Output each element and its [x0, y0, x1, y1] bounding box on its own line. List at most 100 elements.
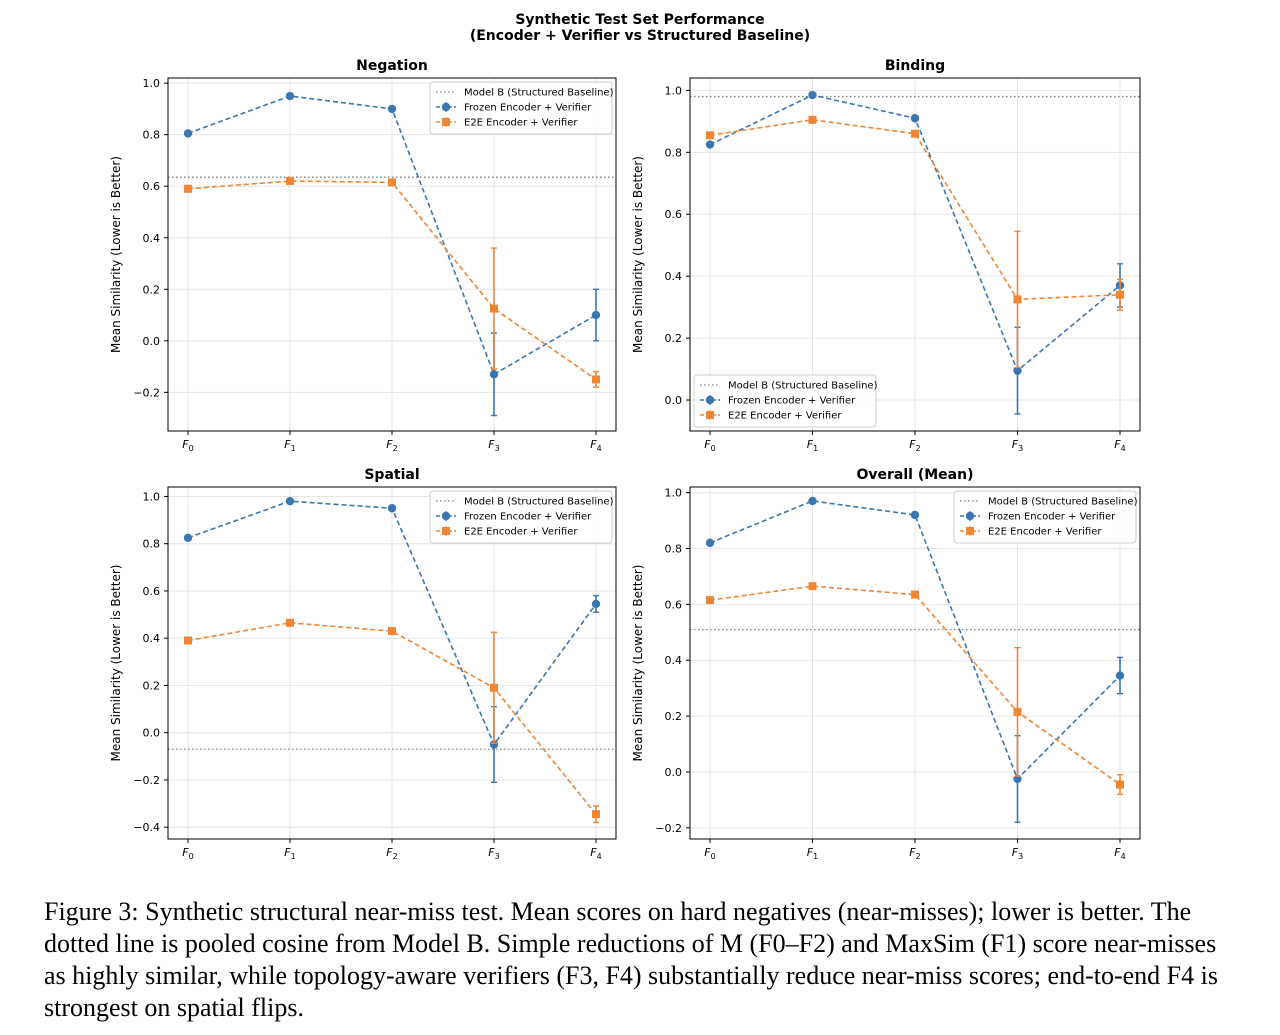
- x-tick-label: F2: [386, 846, 397, 861]
- data-point: [490, 683, 498, 692]
- y-tick-label: 0.2: [143, 283, 161, 296]
- data-point: [592, 810, 600, 819]
- data-point: [388, 178, 396, 187]
- chart-panel: −0.2 0.0 0.2 0.4 0.6 0.8 1.0 F0 F1 F2 F3 F4 Overall …: [631, 467, 1141, 861]
- x-tick-label: F2: [909, 846, 920, 861]
- y-tick-label: 0.0: [143, 335, 161, 348]
- x-tick-label: F2: [909, 438, 920, 453]
- data-point: [489, 740, 499, 749]
- data-point: [808, 115, 817, 124]
- y-tick-label: 0.4: [665, 270, 683, 283]
- legend-label: E2E Encoder + Verifier: [988, 527, 1102, 538]
- x-tick-label: F4: [590, 846, 601, 861]
- y-tick-label: 0.6: [143, 180, 161, 193]
- legend: Model B (Structured Baseline) Frozen Enco…: [953, 490, 1138, 544]
- data-point: [286, 177, 294, 186]
- y-tick-label: 0.4: [143, 632, 161, 645]
- y-tick-label: 0.6: [143, 585, 161, 598]
- legend-label: Frozen Encoder + Verifier: [728, 396, 856, 407]
- data-point: [1013, 707, 1022, 716]
- legend-label: Frozen Encoder + Verifier: [464, 103, 592, 114]
- x-tick-label: F1: [284, 438, 295, 453]
- data-point: [808, 496, 817, 506]
- y-tick-label: −0.2: [655, 822, 682, 835]
- legend-frame: [429, 81, 613, 135]
- data-point: [184, 636, 192, 645]
- chart-panel: 0.0 0.2 0.4 0.6 0.8 1.0 F0 F1 F2 F3 F4 Binding Mean …: [631, 58, 1141, 453]
- x-tick-label: F4: [1114, 438, 1125, 453]
- y-axis-label: Mean Similarity (Lower is Better): [109, 565, 123, 762]
- data-point: [910, 114, 920, 123]
- data-point: [706, 131, 714, 140]
- series-line: [709, 500, 1121, 781]
- legend-marker: [442, 118, 450, 126]
- x-tick-label: F1: [807, 438, 818, 453]
- y-axis-label: Mean Similarity (Lower is Better): [109, 156, 123, 353]
- data-point: [489, 370, 499, 379]
- figure-title-line1: Synthetic Test Set Performance: [515, 12, 765, 28]
- x-tick-label: F1: [807, 846, 818, 861]
- x-tick-label: F4: [590, 438, 601, 453]
- data-point: [1116, 780, 1124, 789]
- legend-label: Model B (Structured Baseline): [464, 88, 614, 99]
- legend-marker: [442, 527, 450, 535]
- data-point: [388, 627, 396, 636]
- data-point: [1013, 366, 1022, 375]
- data-point: [911, 129, 919, 138]
- figure-title-line2: (Encoder + Verifier vs Structured Baseli…: [469, 28, 811, 44]
- y-tick-label: 0.2: [665, 710, 683, 723]
- panel-title: Negation: [356, 58, 428, 74]
- legend-label: E2E Encoder + Verifier: [464, 527, 578, 538]
- panel-title: Overall (Mean): [857, 467, 974, 483]
- data-point: [592, 375, 600, 384]
- legend-frame: [953, 490, 1137, 544]
- legend-label: Model B (Structured Baseline): [464, 497, 614, 508]
- y-tick-label: 0.4: [143, 232, 161, 245]
- data-point: [910, 510, 920, 520]
- x-tick-label: F3: [1012, 438, 1023, 453]
- legend-label: E2E Encoder + Verifier: [728, 411, 842, 422]
- data-point: [387, 104, 397, 114]
- y-tick-label: 1.0: [665, 487, 683, 500]
- legend-marker: [965, 511, 975, 521]
- y-tick-label: 0.6: [665, 598, 683, 611]
- y-tick-label: 0.8: [143, 538, 161, 551]
- data-point: [1116, 290, 1124, 299]
- y-tick-label: −0.2: [133, 386, 160, 399]
- legend-label: Model B (Structured Baseline): [988, 497, 1138, 508]
- y-tick-label: 1.0: [665, 84, 683, 97]
- series-line: [709, 585, 1121, 786]
- data-point: [808, 582, 817, 591]
- legend-label: Frozen Encoder + Verifier: [988, 512, 1116, 523]
- y-tick-label: 0.8: [143, 129, 161, 142]
- data-point: [1013, 295, 1022, 304]
- data-point: [183, 129, 193, 138]
- data-point: [1115, 671, 1125, 680]
- x-tick-label: F0: [182, 438, 193, 453]
- data-point: [183, 533, 193, 542]
- x-tick-label: F3: [1012, 846, 1023, 861]
- chart-panel: −0.2 0.0 0.2 0.4 0.6 0.8 1.0 F0 F1 F2 F3 F4 Negation…: [109, 58, 617, 453]
- y-tick-label: 0.4: [665, 654, 683, 667]
- data-point: [808, 90, 817, 100]
- panel-title: Spatial: [364, 467, 419, 483]
- y-axis-label: Mean Similarity (Lower is Better): [631, 156, 645, 353]
- legend: Model B (Structured Baseline) Frozen Enco…: [429, 490, 614, 544]
- panel-title: Binding: [885, 58, 945, 74]
- x-tick-label: F3: [488, 846, 499, 861]
- legend-marker: [441, 102, 451, 112]
- legend-label: Frozen Encoder + Verifier: [464, 512, 592, 523]
- data-point: [911, 590, 919, 599]
- y-tick-label: 1.0: [143, 77, 161, 90]
- y-tick-label: 0.0: [665, 394, 683, 407]
- figure-title: Synthetic Test Set Performance (Encoder …: [0, 12, 1280, 44]
- legend-label: E2E Encoder + Verifier: [464, 118, 578, 129]
- y-tick-label: 0.0: [143, 727, 161, 740]
- data-point: [285, 91, 295, 101]
- series-line: [187, 622, 597, 815]
- figure-caption: Figure 3: Synthetic structural near-miss…: [44, 897, 1218, 1022]
- x-tick-label: F1: [284, 846, 295, 861]
- legend-frame: [693, 374, 877, 428]
- chart-panel: −0.4 −0.2 0.0 0.2 0.4 0.6 0.8 1.0 F0 F1 F2 F3 F4 Spat…: [109, 467, 617, 861]
- x-tick-label: F3: [488, 438, 499, 453]
